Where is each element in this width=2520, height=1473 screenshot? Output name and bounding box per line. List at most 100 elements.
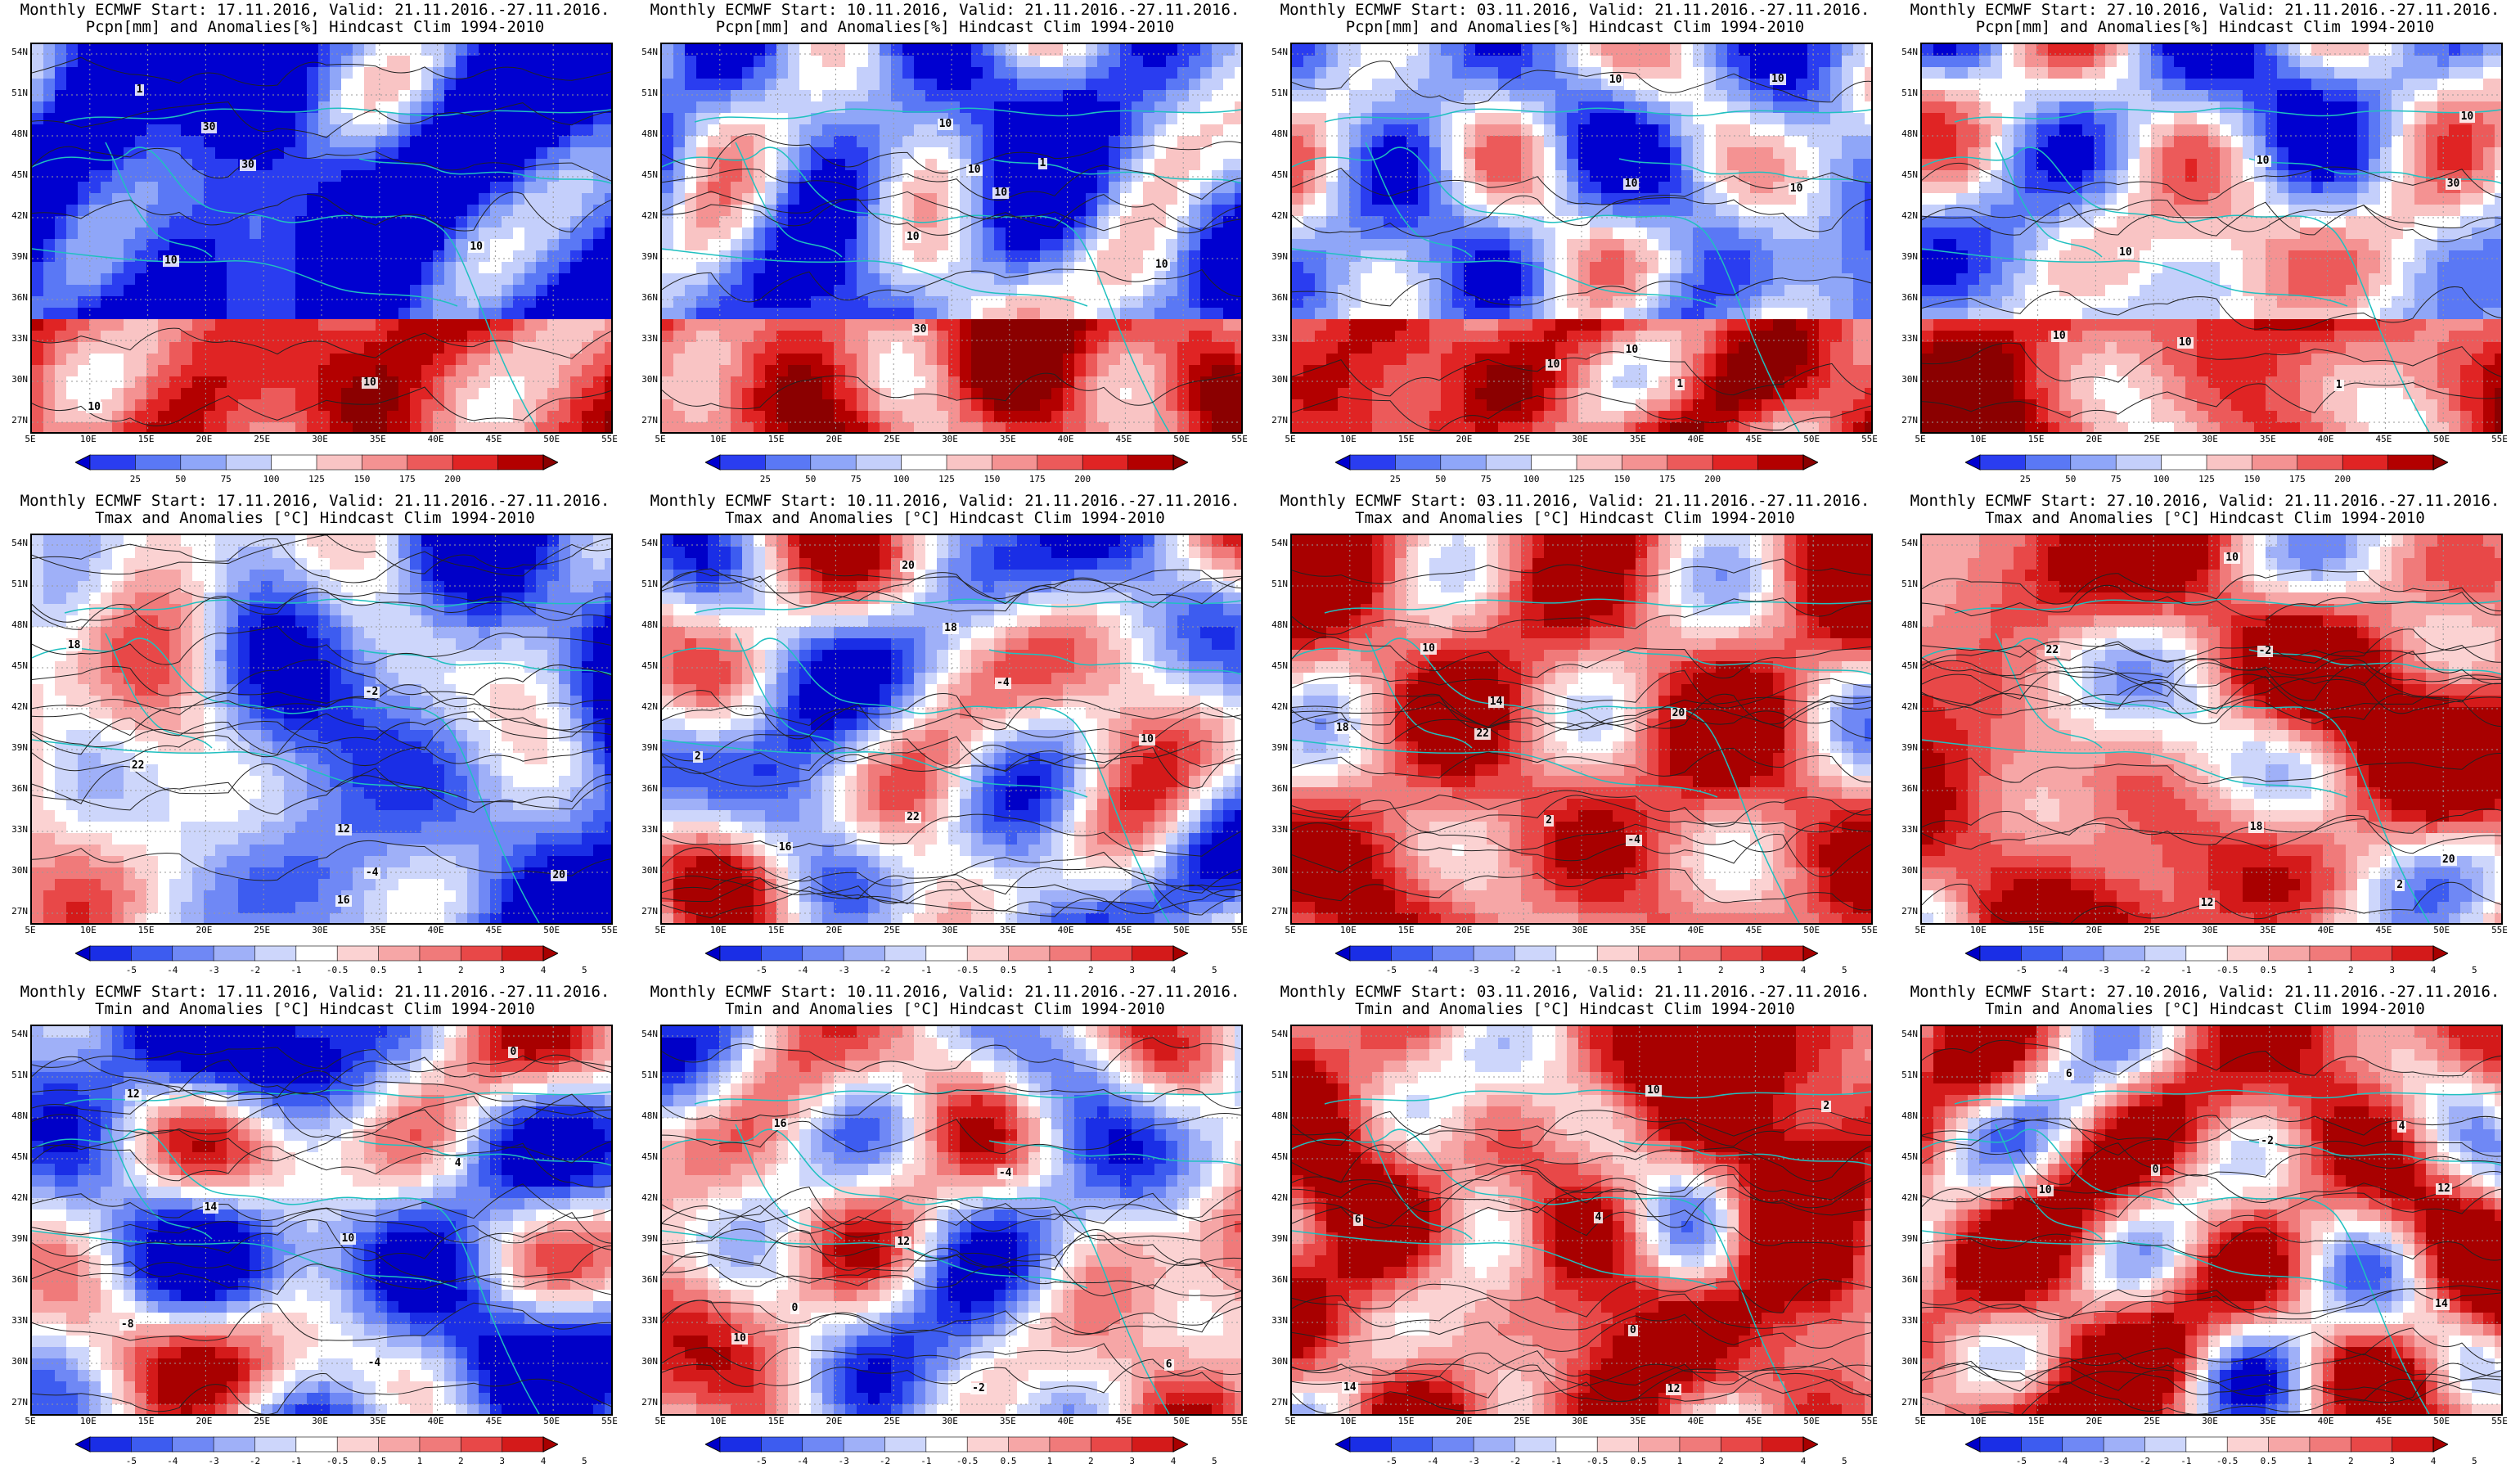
anomaly-cell — [215, 90, 227, 102]
contour-value-label: 10 — [965, 164, 983, 177]
anomaly-cell — [994, 319, 1006, 331]
colorbar-swatch — [407, 454, 453, 471]
anomaly-cell — [135, 296, 147, 309]
anomaly-cell — [754, 159, 766, 171]
anomaly-cell — [227, 193, 239, 205]
anomaly-cell — [318, 411, 331, 423]
anomaly-cell — [146, 399, 159, 412]
anomaly-cell — [914, 399, 926, 412]
anomaly-cell — [673, 342, 686, 354]
anomaly-cell — [1429, 308, 1442, 320]
anomaly-cell — [295, 170, 308, 182]
anomaly-cell — [834, 147, 846, 160]
anomaly-cell — [1132, 113, 1144, 125]
anomaly-cell — [708, 331, 720, 343]
anomaly-cell — [43, 262, 56, 274]
anomaly-cell — [1452, 342, 1465, 354]
anomaly-cell — [593, 170, 605, 182]
anomaly-cell — [1338, 239, 1350, 251]
anomaly-cell — [754, 273, 766, 286]
anomaly-cell — [1670, 170, 1682, 182]
anomaly-cell — [536, 44, 548, 56]
anomaly-cell — [307, 399, 319, 412]
anomaly-cell — [376, 250, 388, 263]
anomaly-cell — [204, 205, 216, 217]
anomaly-cell — [1739, 285, 1751, 297]
anomaly-cell — [1189, 262, 1201, 274]
anomaly-cell — [55, 124, 67, 137]
anomaly-cell — [1406, 170, 1419, 182]
anomaly-cell — [1028, 411, 1041, 423]
anomaly-cell — [776, 44, 789, 56]
anomaly-cell — [124, 308, 136, 320]
anomaly-cell — [341, 227, 353, 240]
anomaly-cell — [66, 90, 79, 102]
anomaly-cell — [364, 354, 376, 366]
anomaly-cell — [1212, 56, 1224, 68]
anomaly-cell — [1475, 239, 1487, 251]
anomaly-cell — [937, 250, 949, 263]
anomaly-cell — [696, 227, 709, 240]
anomaly-cell — [1074, 101, 1087, 114]
anomaly-cell — [960, 101, 972, 114]
anomaly-cell — [1028, 56, 1041, 68]
anomaly-cell — [696, 159, 709, 171]
anomaly-cell — [341, 182, 353, 194]
anomaly-cell — [1590, 319, 1602, 331]
anomaly-cell — [524, 308, 537, 320]
anomaly-cell — [1372, 205, 1384, 217]
anomaly-cell — [1464, 136, 1476, 148]
anomaly-cell — [1544, 44, 1556, 56]
anomaly-cell — [1132, 136, 1144, 148]
anomaly-cell — [1200, 113, 1213, 125]
anomaly-cell — [169, 205, 182, 217]
anomaly-cell — [1040, 388, 1052, 400]
anomaly-cell — [1693, 273, 1705, 286]
anomaly-cell — [32, 101, 44, 114]
anomaly-cell — [1120, 79, 1132, 91]
anomaly-cell — [983, 227, 995, 240]
anomaly-cell — [524, 342, 537, 354]
anomaly-cell — [1086, 79, 1098, 91]
anomaly-cell — [582, 227, 594, 240]
anomaly-cell — [1212, 285, 1224, 297]
anomaly-cell — [765, 273, 777, 286]
anomaly-cell — [1166, 56, 1178, 68]
anomaly-cell — [880, 411, 892, 423]
anomaly-cell — [1601, 308, 1613, 320]
anomaly-cell — [330, 90, 342, 102]
anomaly-cell — [410, 124, 422, 137]
anomaly-cell — [456, 308, 468, 320]
anomaly-cell — [1017, 399, 1029, 412]
anomaly-cell — [1097, 205, 1109, 217]
anomaly-cell — [32, 147, 44, 160]
anomaly-cell — [742, 136, 754, 148]
anomaly-cell — [1154, 56, 1167, 68]
anomaly-cell — [1704, 296, 1717, 309]
anomaly-cell — [250, 90, 262, 102]
anomaly-cell — [1521, 227, 1533, 240]
anomaly-cell — [1498, 319, 1510, 331]
anomaly-cell — [1613, 205, 1625, 217]
anomaly-cell — [1658, 216, 1671, 228]
anomaly-cell — [227, 44, 239, 56]
anomaly-cell — [1223, 285, 1235, 297]
anomaly-cell — [307, 308, 319, 320]
anomaly-cell — [387, 79, 399, 91]
anomaly-cell — [1773, 285, 1785, 297]
anomaly-cell — [1395, 285, 1407, 297]
anomaly-cell — [1017, 193, 1029, 205]
anomaly-cell — [1200, 331, 1213, 343]
anomaly-cell — [181, 90, 193, 102]
anomaly-cell — [112, 399, 124, 412]
anomaly-cell — [502, 193, 514, 205]
anomaly-cell — [124, 147, 136, 160]
anomaly-cell — [1727, 90, 1739, 102]
anomaly-cell — [341, 399, 353, 412]
anomaly-cell — [490, 56, 502, 68]
anomaly-cell — [364, 227, 376, 240]
anomaly-cell — [765, 239, 777, 251]
anomaly-cell — [1303, 319, 1316, 331]
anomaly-cell — [948, 331, 961, 343]
anomaly-cell — [1773, 250, 1785, 263]
